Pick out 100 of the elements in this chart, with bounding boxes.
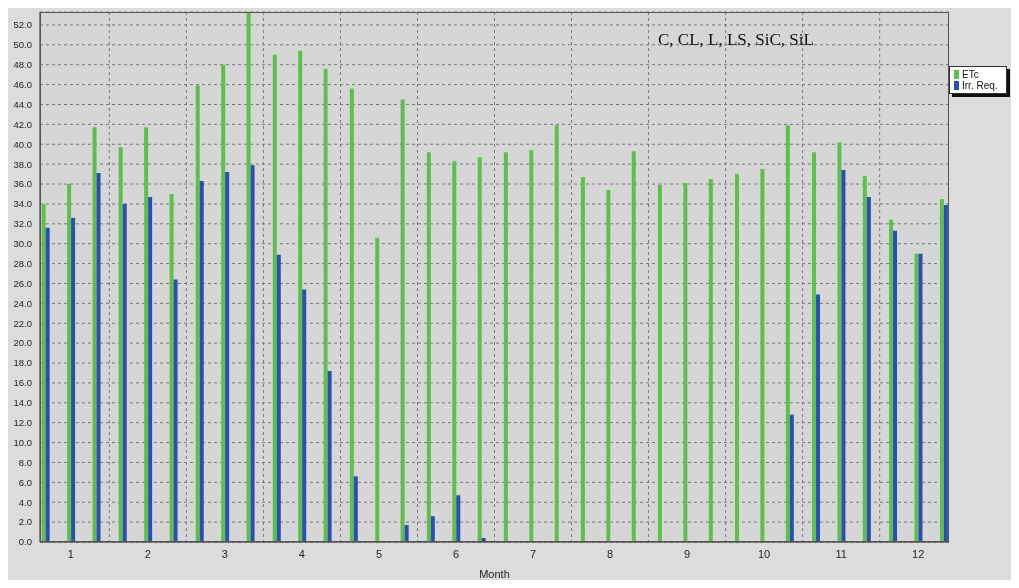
bar — [816, 294, 821, 542]
bar — [272, 54, 277, 542]
x-axis-title: Month — [479, 568, 510, 580]
bar — [812, 152, 817, 542]
bar — [939, 198, 944, 542]
bar — [225, 172, 230, 542]
bar — [375, 237, 380, 542]
bar — [404, 525, 409, 542]
y-tick-label: 4.0 — [18, 496, 32, 508]
y-tick-label: 20.0 — [13, 337, 32, 349]
y-tick-label: 50.0 — [13, 39, 32, 51]
bar — [760, 169, 765, 542]
y-tick-label: 24.0 — [13, 297, 32, 309]
bar — [893, 230, 898, 542]
y-tick-label: 0.0 — [18, 536, 32, 548]
y-tick-label: 26.0 — [13, 277, 32, 289]
bar — [426, 152, 431, 542]
y-tick-label: 46.0 — [13, 78, 32, 90]
bar — [353, 476, 358, 542]
bar — [148, 196, 153, 542]
x-tick-label: 5 — [375, 547, 383, 560]
bar — [529, 150, 534, 542]
bar — [889, 219, 894, 542]
bar — [862, 176, 867, 542]
bar — [71, 217, 76, 542]
bar — [302, 289, 307, 542]
bar — [789, 414, 794, 542]
x-tick-label: 3 — [221, 547, 228, 560]
x-tick-label: 4 — [298, 547, 305, 560]
x-tick-label: 10 — [757, 547, 771, 560]
y-tick-label: 16.0 — [13, 377, 32, 389]
x-tick-label: 2 — [144, 547, 151, 560]
x-tick-label: 11 — [835, 547, 847, 560]
bar — [298, 50, 303, 542]
bar — [400, 99, 405, 542]
y-tick-label: 40.0 — [13, 138, 32, 150]
text: C, CL, L, LS, SiC, SiL — [658, 30, 814, 50]
bar — [734, 174, 739, 542]
bar — [452, 161, 457, 542]
bar — [708, 179, 713, 542]
bar — [67, 184, 72, 542]
bar — [195, 85, 200, 542]
bar — [96, 173, 101, 542]
bar — [430, 516, 435, 542]
bar — [866, 196, 871, 542]
bar — [144, 127, 149, 542]
x-tick-label: 6 — [452, 547, 460, 560]
bar — [246, 12, 251, 542]
y-tick-label: 2.0 — [18, 516, 32, 528]
y-tick-label: 30.0 — [13, 238, 32, 250]
bar — [606, 189, 611, 542]
legend-label: Irr. Req. — [962, 80, 998, 91]
bar — [943, 204, 948, 542]
y-tick-label: 38.0 — [13, 158, 32, 170]
bar — [477, 157, 482, 542]
bar — [918, 253, 923, 542]
y-tick-label: 18.0 — [13, 357, 32, 369]
x-tick-label: 12 — [912, 547, 925, 560]
bar — [45, 227, 50, 542]
bar — [837, 142, 842, 542]
bar — [122, 203, 127, 542]
y-tick-label: 42.0 — [13, 118, 32, 130]
bar — [785, 125, 790, 542]
bar — [323, 68, 328, 542]
bar — [456, 495, 461, 542]
x-tick-label: 7 — [529, 547, 537, 560]
bar — [221, 64, 226, 542]
y-tick-label: 14.0 — [13, 397, 32, 409]
bar — [118, 147, 123, 542]
bar — [841, 170, 846, 542]
y-tick-label: 36.0 — [13, 178, 32, 190]
y-tick-label: 52.0 — [13, 19, 32, 31]
bar — [169, 193, 174, 542]
legend-label: ETc — [962, 69, 979, 80]
x-tick-label: 8 — [606, 547, 614, 560]
bar — [914, 253, 919, 542]
y-tick-label: 48.0 — [13, 59, 32, 71]
bar — [657, 185, 662, 542]
y-tick-label: 6.0 — [18, 476, 32, 488]
bar — [554, 125, 559, 542]
x-tick-label: 1 — [67, 547, 74, 560]
bar — [199, 181, 204, 542]
bar — [92, 127, 97, 542]
bar — [173, 279, 178, 542]
y-tick-label: 8.0 — [18, 456, 32, 468]
y-tick-label: 44.0 — [13, 98, 32, 110]
y-tick-label: 10.0 — [13, 436, 32, 448]
bar — [41, 203, 46, 542]
bar — [503, 152, 508, 542]
y-tick-label: 22.0 — [13, 317, 32, 329]
y-tick-label: 34.0 — [13, 198, 32, 210]
bar — [683, 183, 688, 542]
bar — [250, 165, 255, 542]
bar — [349, 88, 354, 542]
y-tick-label: 32.0 — [13, 218, 32, 230]
bar — [276, 254, 281, 542]
x-tick-label: 9 — [684, 547, 691, 560]
bar — [631, 151, 636, 542]
y-tick-label: 12.0 — [13, 417, 32, 429]
bar — [327, 370, 332, 542]
